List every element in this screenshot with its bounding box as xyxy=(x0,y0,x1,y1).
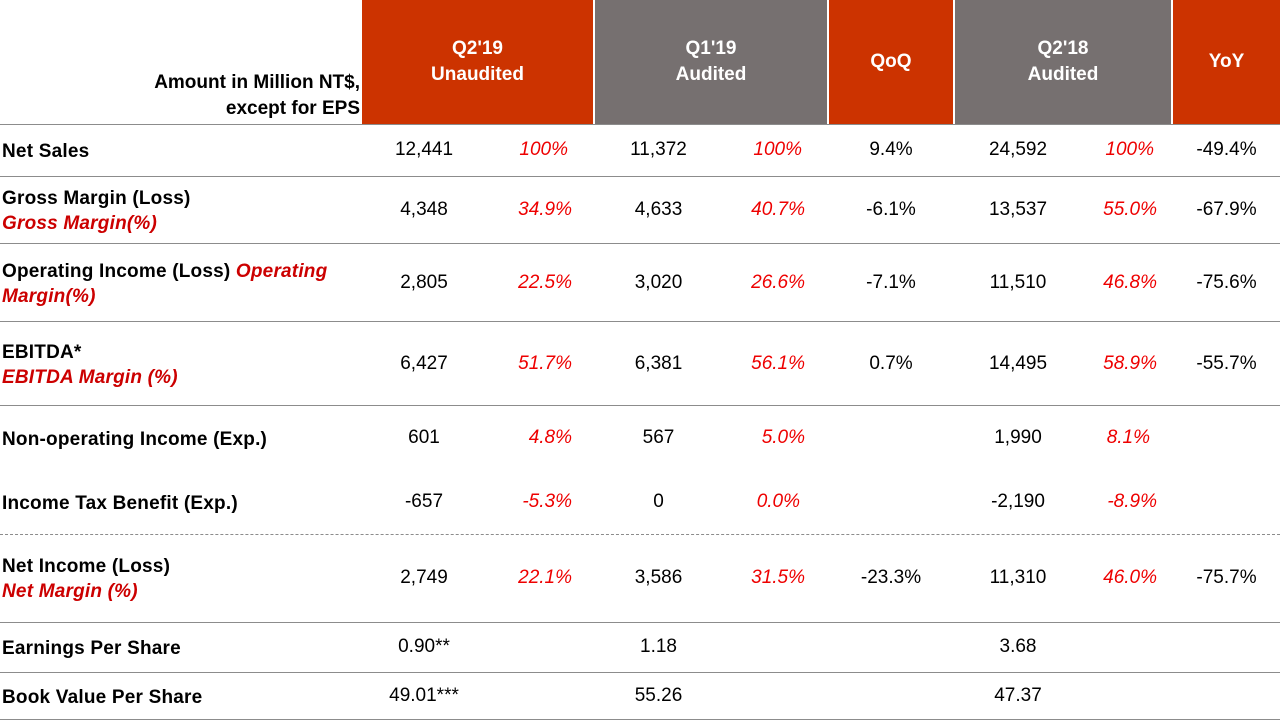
row-label: Net Income (Loss) Net Margin (%) xyxy=(2,554,170,604)
q2-18-percent: 8.1% xyxy=(1106,427,1150,448)
row-label: Income Tax Benefit (Exp.) xyxy=(2,491,238,516)
unit-label-line1: Amount in Million NT$, xyxy=(154,72,360,93)
q2-18-percent: 55.0% xyxy=(1103,199,1157,220)
q2-19-value: 2,749 xyxy=(400,567,448,588)
row-label-text: Non-operating Income (Exp.) xyxy=(2,429,268,450)
qoq-value: 0.7% xyxy=(869,353,913,374)
q1-19-value: 0 xyxy=(653,491,664,512)
q1-19-value: 3,586 xyxy=(634,567,683,588)
q2-18-value: -2,190 xyxy=(991,491,1045,512)
q1-19-percent: 56.1% xyxy=(751,353,805,374)
row-divider xyxy=(0,321,1280,322)
row-label-text: Book Value Per Share xyxy=(2,687,203,708)
q1-19-value: 6,381 xyxy=(634,353,683,374)
q2-18-percent: -8.9% xyxy=(1107,491,1157,512)
row-divider xyxy=(0,243,1280,244)
q1-19-value: 4,633 xyxy=(634,199,683,220)
row-label-text: EBITDA* xyxy=(2,342,82,363)
unit-label-line2: except for EPS xyxy=(225,98,360,119)
row-label: Non-operating Income (Exp.) xyxy=(2,427,267,452)
row-sublabel: Operating Margin(%) xyxy=(2,261,328,307)
column-header-q2-18: Q2'18 Audited xyxy=(955,0,1171,124)
row-label: Operating Income (Loss) Operating Margin… xyxy=(2,259,364,309)
q2-19-value: 601 xyxy=(408,427,440,448)
qoq-value: -6.1% xyxy=(866,199,916,220)
row-divider xyxy=(0,672,1280,673)
q1-19-percent: 26.6% xyxy=(751,272,805,293)
q1-19-value: 11,372 xyxy=(630,139,687,160)
row-label-text: Gross Margin (Loss) xyxy=(2,188,191,209)
q1-19-value: 567 xyxy=(642,427,675,448)
column-header-yoy: YoY xyxy=(1173,0,1280,124)
q1-19-percent: 40.7% xyxy=(751,199,805,220)
unit-label: Amount in Million NT$, except for EPS xyxy=(0,0,360,124)
q1-19-percent: 100% xyxy=(753,139,802,160)
row-label: Gross Margin (Loss) Gross Margin(%) xyxy=(2,186,191,236)
row-divider xyxy=(0,405,1280,406)
q2-19-value: 12,441 xyxy=(394,139,454,160)
q2-18-value: 1,990 xyxy=(994,427,1042,448)
row-label-text: Operating Income (Loss) xyxy=(2,261,236,282)
q2-18-percent: 46.0% xyxy=(1103,567,1157,588)
q1-19-value: 1.18 xyxy=(640,636,677,657)
q2-18-value: 3.68 xyxy=(999,636,1037,657)
qoq-value: -23.3% xyxy=(860,567,922,588)
yoy-value: -75.7% xyxy=(1196,567,1257,588)
row-label: Book Value Per Share xyxy=(2,685,202,710)
q2-19-value: 2,805 xyxy=(400,272,448,293)
column-header-q2-19: Q2'19 Unaudited xyxy=(362,0,593,124)
q2-19-value: -657 xyxy=(404,491,444,512)
qoq-value: -7.1% xyxy=(866,272,916,293)
q2-19-percent: -5.3% xyxy=(522,491,572,512)
q2-19-percent: 22.1% xyxy=(518,567,572,588)
column-header-q1-19: Q1'19 Audited xyxy=(595,0,827,124)
q1-19-percent: 5.0% xyxy=(761,427,805,448)
q1-19-value: 55.26 xyxy=(634,685,683,706)
yoy-value: -75.6% xyxy=(1196,272,1257,293)
q2-19-percent: 34.9% xyxy=(518,199,572,220)
q2-18-value: 47.37 xyxy=(994,685,1042,706)
q2-19-value: 6,427 xyxy=(400,353,448,374)
q2-19-value: 4,348 xyxy=(400,199,448,220)
q1-19-percent: 0.0% xyxy=(756,491,800,512)
q2-18-percent: 58.9% xyxy=(1103,353,1157,374)
yoy-value: -67.9% xyxy=(1196,199,1257,220)
row-divider xyxy=(0,622,1280,623)
q2-19-percent: 100% xyxy=(519,139,568,160)
row-label-text: Net Sales xyxy=(2,141,90,162)
q2-18-value: 11,310 xyxy=(989,567,1047,588)
q2-18-percent: 100% xyxy=(1105,139,1154,160)
q2-18-value: 13,537 xyxy=(988,199,1048,220)
qoq-value: 9.4% xyxy=(869,139,913,160)
q2-19-percent: 4.8% xyxy=(528,427,572,448)
q2-19-value: 49.01*** xyxy=(389,685,459,706)
q1-19-percent: 31.5% xyxy=(751,567,805,588)
row-divider xyxy=(0,176,1280,177)
row-label-text: Income Tax Benefit (Exp.) xyxy=(2,493,238,514)
header-divider xyxy=(0,124,1280,125)
row-label: Earnings Per Share xyxy=(2,636,181,661)
row-sublabel: Gross Margin(%) xyxy=(2,213,158,234)
column-header-qoq: QoQ xyxy=(829,0,953,124)
q2-18-value: 14,495 xyxy=(988,353,1048,374)
q1-19-value: 3,020 xyxy=(634,272,683,293)
yoy-value: -49.4% xyxy=(1196,139,1257,160)
row-label-text: Net Income (Loss) xyxy=(2,556,171,577)
row-label: Net Sales xyxy=(2,139,89,164)
row-sublabel: EBITDA Margin (%) xyxy=(2,367,178,388)
q2-18-value: 11,510 xyxy=(989,272,1047,293)
q2-18-percent: 46.8% xyxy=(1103,272,1157,293)
row-label: EBITDA* EBITDA Margin (%) xyxy=(2,340,178,390)
yoy-value: -55.7% xyxy=(1196,353,1257,374)
q2-19-percent: 22.5% xyxy=(518,272,572,293)
row-sublabel: Net Margin (%) xyxy=(2,581,138,602)
q2-19-percent: 51.7% xyxy=(518,353,572,374)
row-divider-dashed xyxy=(0,534,1280,535)
q2-18-value: 24,592 xyxy=(988,139,1048,160)
q2-19-value: 0.90** xyxy=(398,636,450,657)
row-label-text: Earnings Per Share xyxy=(2,638,181,659)
